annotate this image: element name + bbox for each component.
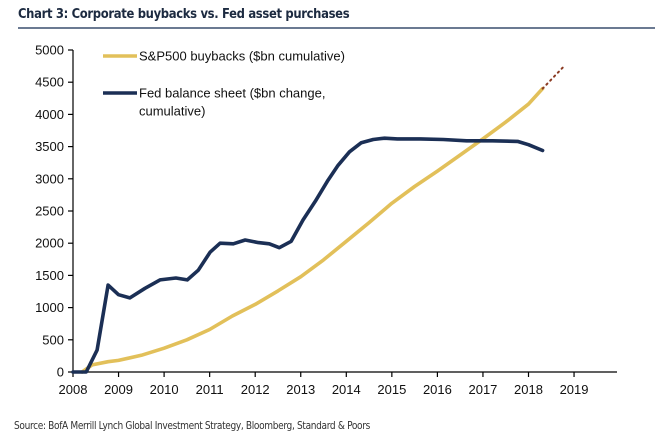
x-tick-label: 2015	[377, 382, 406, 397]
x-tick-label: 2012	[241, 382, 270, 397]
x-tick-label: 2018	[514, 382, 543, 397]
y-tick-label: 500	[42, 332, 64, 347]
title-divider	[18, 27, 655, 29]
y-tick-label: 1500	[35, 268, 64, 283]
legend-label-sp500: S&P500 buybacks ($bn cumulative)	[139, 49, 345, 64]
y-tick-label: 4000	[35, 107, 64, 122]
x-tick-label: 2008	[59, 382, 88, 397]
series-lines	[71, 63, 567, 374]
y-tick-label: 3000	[35, 171, 64, 186]
axes: 0 500 1000 1500 2000 2500 3000 3500 4000 4500 5000…	[35, 43, 617, 397]
x-tick-label: 2016	[423, 382, 452, 397]
x-tick-label: 2017	[468, 382, 497, 397]
y-tick-label: 2000	[35, 236, 64, 251]
series-line-sp500-projection	[541, 63, 567, 90]
x-tick-label: 2013	[286, 382, 315, 397]
x-tick-label: 2010	[150, 382, 179, 397]
y-tick-label: 3500	[35, 139, 64, 154]
x-tick-label: 2014	[332, 382, 361, 397]
legend: S&P500 buybacks ($bn cumulative) Fed bala…	[103, 49, 345, 119]
series-line-sp500-buybacks	[80, 86, 545, 374]
chart-title: Chart 3: Corporate buybacks vs. Fed asse…	[18, 6, 350, 22]
series-line-fed-balance-sheet	[71, 136, 545, 374]
y-tick-label: 5000	[35, 43, 64, 58]
x-tick-label: 2009	[104, 382, 133, 397]
legend-label-fed: Fed balance sheet ($bn change,	[139, 86, 325, 101]
y-tick-label: 1000	[35, 300, 64, 315]
y-tick-label: 4500	[35, 75, 64, 90]
x-tick-label: 2019	[560, 382, 589, 397]
x-tick-label: 2011	[196, 382, 224, 397]
y-tick-label: 0	[57, 365, 64, 380]
legend-label-fed: cumulative)	[139, 104, 205, 119]
source-note: Source: BofA Merrill Lynch Global Invest…	[14, 420, 370, 432]
y-tick-label: 2500	[35, 204, 64, 219]
